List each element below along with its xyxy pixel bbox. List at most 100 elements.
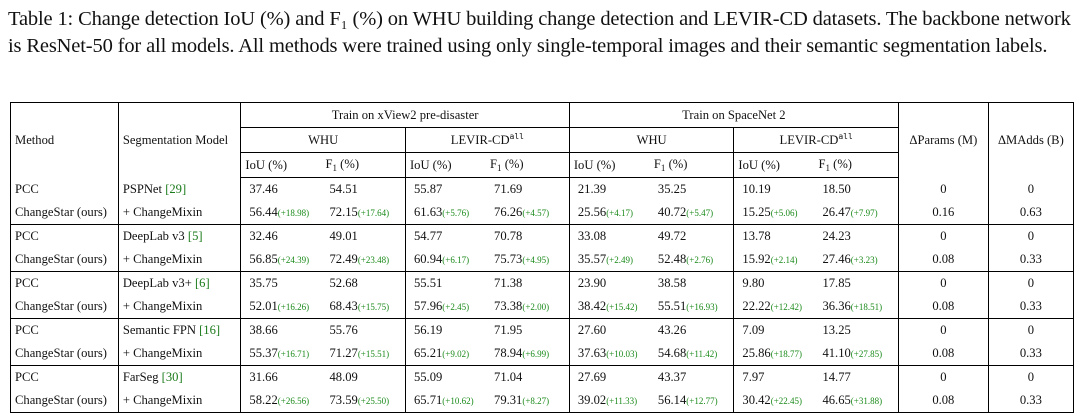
delta-text: (+18.51) xyxy=(850,302,883,312)
value-text: 10.19 xyxy=(742,182,771,196)
cell-value: 32.46 xyxy=(241,225,322,249)
cell-value: 76.26(+4.57) xyxy=(486,201,570,225)
value-text: 38.66 xyxy=(249,323,278,337)
cell-model: + ChangeMixin xyxy=(118,201,242,225)
citation-link[interactable]: [30] xyxy=(161,370,183,384)
header-f1: F1 (%) xyxy=(321,152,406,178)
cell-delta-params: 0 xyxy=(898,365,989,389)
citation-link[interactable]: [5] xyxy=(187,229,203,243)
model-text: + ChangeMixin xyxy=(122,299,203,313)
cell-value: 46.65(+31.88) xyxy=(814,389,899,413)
header-iou: IoU (%) xyxy=(733,152,815,178)
dmadds-text: 0 xyxy=(1027,370,1035,384)
value-text: 33.08 xyxy=(577,229,607,243)
dmadds-text: 0 xyxy=(1027,276,1035,290)
cell-model: DeepLab v3+ [6] xyxy=(118,271,242,295)
cell-delta-params: 0.08 xyxy=(898,248,989,272)
value-text: 78.94 xyxy=(494,346,523,360)
dparams-text: 0.16 xyxy=(932,205,955,219)
header-f1-letter: F xyxy=(653,157,661,171)
cell-value: 35.57(+2.49) xyxy=(569,248,650,272)
value-text: 68.43 xyxy=(329,299,358,313)
value-text: 35.75 xyxy=(249,276,278,290)
value-text: 72.15 xyxy=(329,205,358,219)
delta-text: (+4.57) xyxy=(522,208,550,218)
method-text: PCC xyxy=(15,370,39,384)
value-text: 26.47 xyxy=(822,205,851,219)
cell-value: 38.58 xyxy=(649,271,735,295)
delta-text: (+11.33) xyxy=(606,396,638,406)
delta-text: (+25.50) xyxy=(357,396,390,406)
cell-method: ChangeStar (ours) xyxy=(10,342,119,366)
value-text: 60.94 xyxy=(413,252,443,266)
method-text: ChangeStar (ours) xyxy=(15,393,107,407)
value-text: 56.44 xyxy=(249,205,278,219)
delta-text: (+31.88) xyxy=(850,396,883,406)
cell-value: 71.69 xyxy=(486,177,570,201)
dparams-text: 0 xyxy=(940,229,947,243)
cell-value: 60.94(+6.17) xyxy=(405,248,486,272)
delta-text: (+15.51) xyxy=(357,349,390,359)
cell-value: 38.66 xyxy=(241,319,322,343)
value-text: 38.58 xyxy=(657,276,687,290)
cell-delta-madds: 0 xyxy=(988,225,1073,249)
cell-value: 33.08 xyxy=(569,225,650,249)
results-table: Method Segmentation Model Train on xView… xyxy=(10,102,1074,413)
citation-link[interactable]: [6] xyxy=(194,276,210,290)
cell-value: 49.72 xyxy=(649,224,735,248)
cell-method: ChangeStar (ours) xyxy=(10,201,119,225)
citation-link[interactable]: [16] xyxy=(199,323,221,337)
cell-delta-params: 0 xyxy=(898,177,989,201)
cell-value: 55.51(+16.93) xyxy=(649,295,735,319)
cell-value: 26.47(+7.97) xyxy=(814,201,899,225)
delta-text: (+9.02) xyxy=(442,349,470,359)
delta-text: (+10.62) xyxy=(442,396,474,406)
cell-method: ChangeStar (ours) xyxy=(10,248,119,272)
cell-value: 7.09 xyxy=(734,319,815,343)
delta-text: (+6.99) xyxy=(522,349,550,359)
delta-text: (+4.17) xyxy=(606,208,634,218)
cell-value: 55.76 xyxy=(321,318,406,342)
cell-value: 72.49(+23.48) xyxy=(321,248,406,272)
cell-value: 52.68 xyxy=(321,271,406,295)
model-text: PSPNet xyxy=(122,181,163,196)
cell-value: 55.37(+16.71) xyxy=(241,342,322,366)
cell-value: 61.63(+5.76) xyxy=(405,201,486,225)
table-row: PCC FarSeg [30] 31.66 48.09 55.09 71.04 27.69 4… xyxy=(10,365,1074,389)
header-levir-sup: all xyxy=(838,132,853,141)
header-f1: F1 (%) xyxy=(486,152,570,178)
header-row-2: WHU LEVIR-CDall WHU LEVIR-CDall xyxy=(11,127,1074,153)
value-text: 22.22 xyxy=(742,299,771,313)
header-f1: F1 (%) xyxy=(649,152,735,178)
delta-text: (+5.06) xyxy=(770,208,798,218)
cell-value: 37.63(+10.03) xyxy=(569,342,650,366)
cell-model: + ChangeMixin xyxy=(118,248,242,272)
header-delta-params: ΔParams (M) xyxy=(898,102,989,178)
value-text: 35.57 xyxy=(577,252,607,266)
cell-value: 65.71(+10.62) xyxy=(405,389,486,413)
cell-value: 23.90 xyxy=(569,272,650,296)
value-text: 65.71 xyxy=(413,393,443,407)
value-text: 17.85 xyxy=(822,276,851,290)
table-row: PCC DeepLab v3 [5] 32.46 49.01 54.77 70.78 33.… xyxy=(10,224,1074,249)
value-text: 73.38 xyxy=(494,299,523,313)
cell-value: 75.73(+4.95) xyxy=(486,248,570,272)
header-iou: IoU (%) xyxy=(569,152,650,178)
citation-link[interactable]: [29] xyxy=(165,181,187,196)
value-text: 54.51 xyxy=(329,182,358,196)
cell-value: 24.23 xyxy=(814,224,899,248)
value-text: 46.65 xyxy=(822,393,851,407)
table-row: ChangeStar (ours) + ChangeMixin 56.44(+18.… xyxy=(10,201,1074,225)
cell-value: 38.42(+15.42) xyxy=(569,295,650,319)
cell-delta-madds: 0 xyxy=(988,319,1073,343)
cell-value: 70.78 xyxy=(486,224,570,248)
value-text: 30.42 xyxy=(742,393,771,407)
value-text: 55.76 xyxy=(329,323,358,337)
header-method: Method xyxy=(10,102,119,178)
cell-value: 54.68(+11.42) xyxy=(649,342,735,366)
value-text: 38.42 xyxy=(577,299,607,313)
model-text: + ChangeMixin xyxy=(122,346,203,360)
delta-text: (+12.42) xyxy=(770,302,803,312)
table-row: ChangeStar (ours) + ChangeMixin 55.37(+16.… xyxy=(10,342,1074,366)
cell-method: PCC xyxy=(10,271,119,295)
